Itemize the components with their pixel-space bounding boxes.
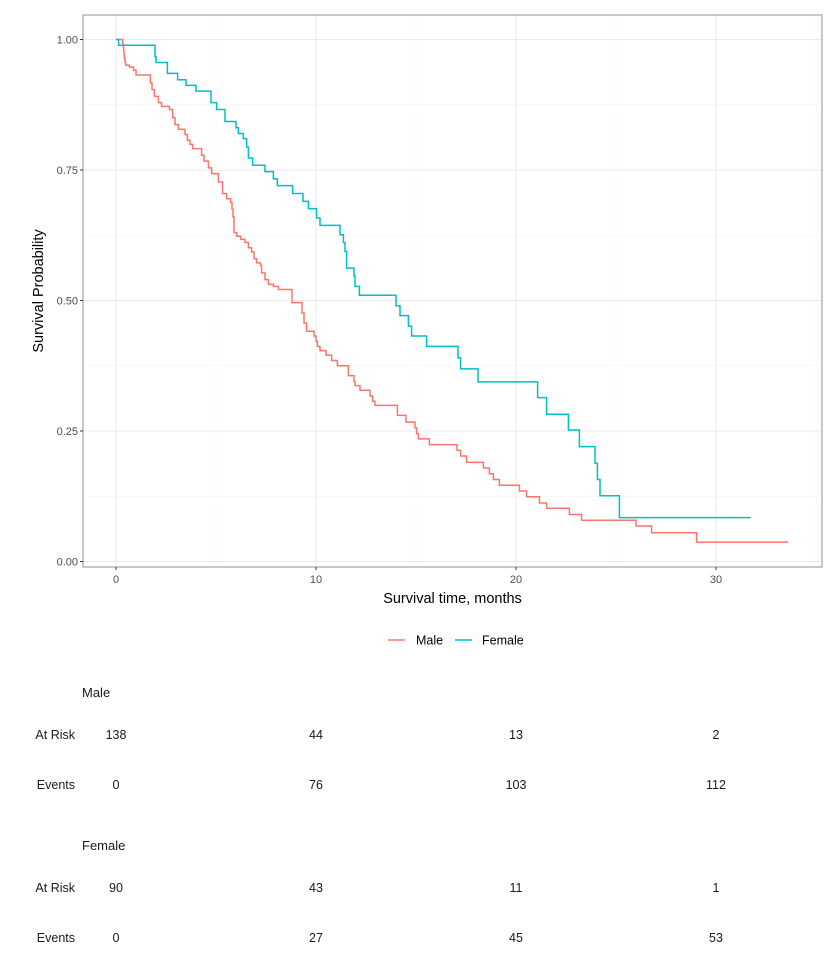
risk-table-at-risk-female: 1 (713, 881, 720, 895)
risk-table-at-risk-male: 138 (106, 728, 127, 742)
risk-table-events-male: 112 (706, 778, 726, 792)
y-axis-title: Survival Probability (31, 229, 47, 353)
risk-table-row-label-events: Events (37, 931, 75, 945)
survival-curves (116, 38, 788, 543)
risk-table-events-male: 0 (113, 778, 120, 792)
x-tick-label: 20 (510, 574, 522, 586)
survival-curve-female (116, 38, 751, 519)
risk-table-at-risk-male: 13 (509, 728, 523, 742)
x-tick-label: 30 (710, 574, 722, 586)
risk-table-at-risk-female: 90 (109, 881, 123, 895)
legend: Male Female (388, 634, 524, 648)
y-tick-label: 0.00 (57, 557, 78, 569)
x-axis-title: Survival time, months (383, 591, 522, 607)
risk-table-at-risk-female: 11 (510, 881, 523, 895)
axes: 0.00 0.25 0.50 0.75 1.00 0 10 20 30 (57, 35, 723, 587)
legend-label-male: Male (416, 634, 443, 648)
risk-table-at-risk-male: 44 (309, 728, 323, 742)
risk-table-row-label-events: Events (37, 778, 75, 792)
risk-table-events-female: 45 (509, 931, 523, 945)
risk-table-row-label-at-risk: At Risk (35, 881, 75, 895)
risk-table-row-label-at-risk: At Risk (35, 728, 75, 742)
survival-curve-male (116, 38, 788, 543)
x-tick-label: 10 (310, 574, 322, 586)
grid (83, 15, 822, 567)
y-tick-label: 0.50 (57, 296, 78, 308)
risk-table-events-male: 76 (309, 778, 323, 792)
x-tick-label: 0 (113, 574, 119, 586)
y-tick-label: 0.75 (57, 165, 78, 177)
risk-table-events-female: 27 (309, 931, 323, 945)
risk-table-at-risk-female: 43 (309, 881, 323, 895)
risk-table-events-male: 103 (506, 778, 527, 792)
y-tick-label: 0.25 (57, 426, 78, 438)
risk-table-events-female: 53 (709, 931, 723, 945)
legend-label-female: Female (482, 634, 524, 648)
panel-border (82, 14, 823, 568)
risk-table: Male At Risk Events 138 0 44 76 13 103 2 112 Female… (35, 685, 726, 945)
y-tick-label: 1.00 (57, 35, 78, 47)
risk-table-at-risk-male: 2 (713, 728, 720, 742)
risk-table-events-female: 0 (113, 931, 120, 945)
risk-table-group-male: Male (82, 685, 110, 700)
risk-table-group-female: Female (82, 838, 125, 853)
